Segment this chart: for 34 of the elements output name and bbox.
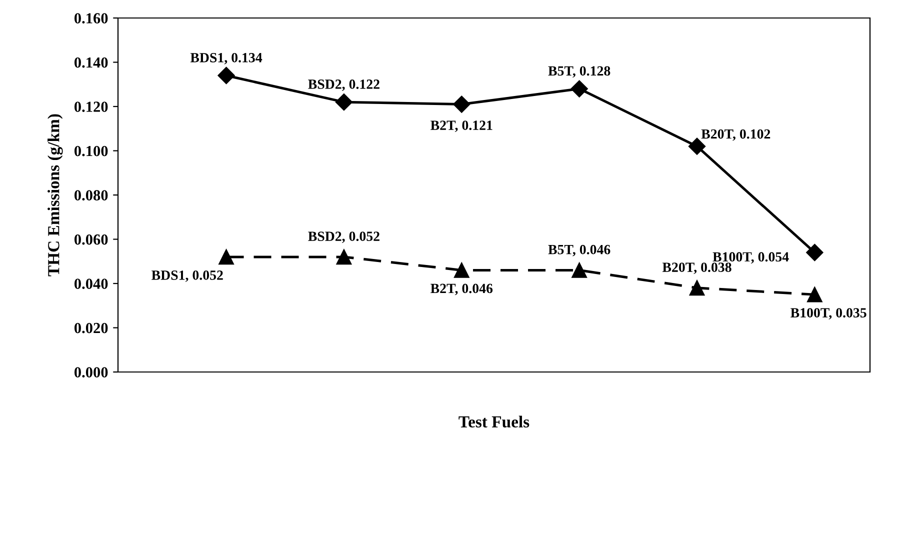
y-tick-label: 0.000 [74, 367, 108, 378]
point [454, 262, 470, 278]
data-label: B100T, 0.035 [790, 308, 866, 320]
data-label: BSD2, 0.052 [308, 232, 380, 243]
y-tick-label: 0.120 [74, 102, 108, 112]
data-label: B20T, 0.038 [662, 262, 732, 274]
data-label: B2T, 0.121 [430, 120, 492, 132]
point [336, 249, 352, 265]
y-tick-label: 0.040 [74, 278, 108, 290]
y-tick-label: 0.100 [74, 146, 108, 156]
point [218, 66, 235, 84]
data-label: B100T, 0.054 [712, 252, 789, 264]
point [806, 244, 824, 262]
y-tick-label: 0.020 [74, 322, 108, 334]
point [453, 96, 470, 113]
y-tick-label: 0.140 [74, 57, 108, 68]
y-tick-label: 0.060 [74, 234, 108, 245]
data-label: B5T, 0.046 [548, 244, 610, 256]
data-label: B20T, 0.102 [701, 129, 770, 141]
data-label: BDS1, 0.134 [190, 52, 262, 64]
data-label: BDS1, 0.052 [152, 270, 223, 282]
data-label: B2T, 0.046 [430, 284, 493, 296]
y-tick-label: 0.160 [74, 13, 108, 24]
data-label: B5T, 0.128 [548, 66, 610, 78]
point [570, 80, 588, 98]
point [572, 262, 587, 278]
y-tick-label: 0.080 [74, 190, 108, 201]
point [807, 286, 822, 302]
point [218, 249, 234, 265]
data-label: BSD2, 0.122 [308, 80, 380, 91]
x-axis-title: Test Fuels [458, 416, 530, 428]
y-axis-title: THC Emissions (g/km) [48, 114, 63, 276]
point [335, 94, 353, 111]
point [689, 280, 705, 296]
